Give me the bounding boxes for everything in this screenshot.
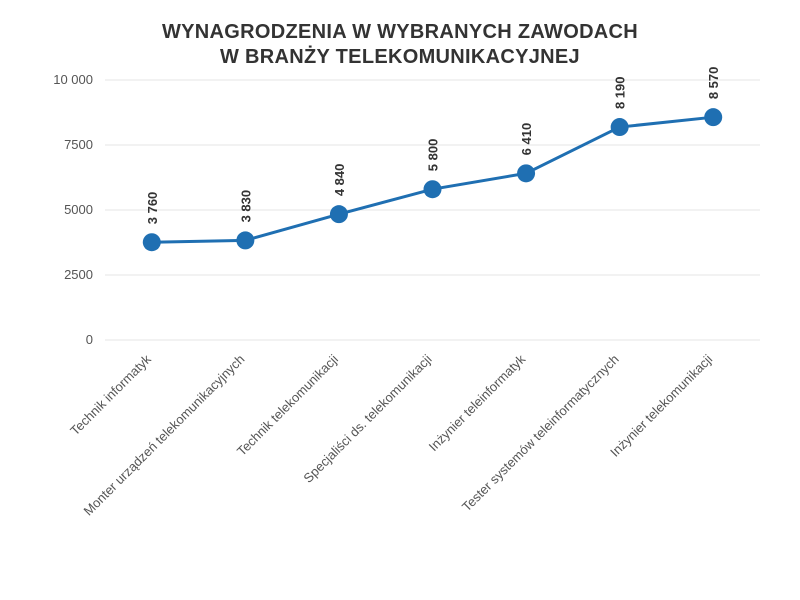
chart-grid: [105, 80, 760, 340]
data-point: [236, 231, 254, 249]
value-label: 4 840: [332, 164, 347, 197]
x-tick-label: Tester systemów teleinformatycznych: [459, 352, 622, 515]
x-tick-label: Inżynier teleinformatyk: [426, 351, 529, 454]
y-tick-label: 10 000: [53, 72, 93, 87]
y-axis-ticks: 0 2500 5000 7500 10 000: [53, 72, 93, 347]
x-tick-label: Inżynier telekomunikacji: [607, 351, 715, 459]
y-tick-label: 2500: [64, 267, 93, 282]
chart-svg: 0 2500 5000 7500 10 000 3 760 3 830 4 840 5 800…: [0, 0, 800, 600]
chart-title-line2: W BRANŻY TELEKOMUNIKACYJNEJ: [0, 45, 800, 70]
y-tick-label: 5000: [64, 202, 93, 217]
chart-title-line1: WYNAGRODZENIA W WYBRANYCH ZAWODACH: [0, 20, 800, 45]
y-tick-label: 0: [86, 332, 93, 347]
x-tick-label: Technik informatyk: [67, 351, 154, 438]
x-axis-labels: Technik informatykMonter urządzeń teleko…: [67, 351, 715, 518]
x-tick-label: Monter urządzeń telekomunikacyjnych: [81, 352, 248, 519]
value-label: 6 410: [519, 123, 534, 156]
value-label: 3 760: [145, 192, 160, 225]
chart-title: WYNAGRODZENIA W WYBRANYCH ZAWODACH W BRA…: [0, 20, 800, 70]
data-point: [704, 108, 722, 126]
value-label: 8 570: [706, 67, 721, 100]
value-label: 5 800: [426, 139, 441, 172]
data-point: [517, 164, 535, 182]
data-series: [143, 108, 722, 251]
data-point: [330, 205, 348, 223]
data-point: [611, 118, 629, 136]
value-label: 3 830: [238, 190, 253, 223]
x-tick-label: Technik telekomunikacji: [234, 351, 341, 458]
y-tick-label: 7500: [64, 137, 93, 152]
value-label: 8 190: [613, 77, 628, 110]
data-point: [143, 233, 161, 251]
salary-chart: WYNAGRODZENIA W WYBRANYCH ZAWODACH W BRA…: [0, 0, 800, 600]
data-point: [424, 180, 442, 198]
series-line: [152, 117, 713, 242]
